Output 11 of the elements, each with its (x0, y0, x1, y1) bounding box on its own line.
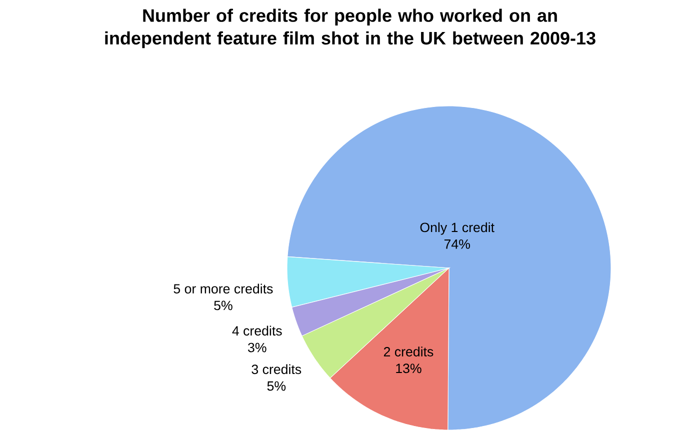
data-label: 13% (396, 364, 422, 374)
slice-label: 3 credits (252, 364, 302, 374)
slice-label: 4 credits (232, 326, 282, 336)
chart-title: Number of credits for people who worked on an independent feature film shot in the UK between 2009-13 (105, 8, 596, 48)
data-label: 5% (267, 381, 286, 391)
data-label: 74% (444, 239, 470, 249)
data-label: 5% (214, 300, 232, 310)
data-label: 3% (248, 342, 266, 352)
slice-label: Only 1 credit (420, 222, 494, 235)
slice-label: 5 or more credits (174, 284, 273, 294)
slice-label: 2 credits (384, 346, 434, 356)
